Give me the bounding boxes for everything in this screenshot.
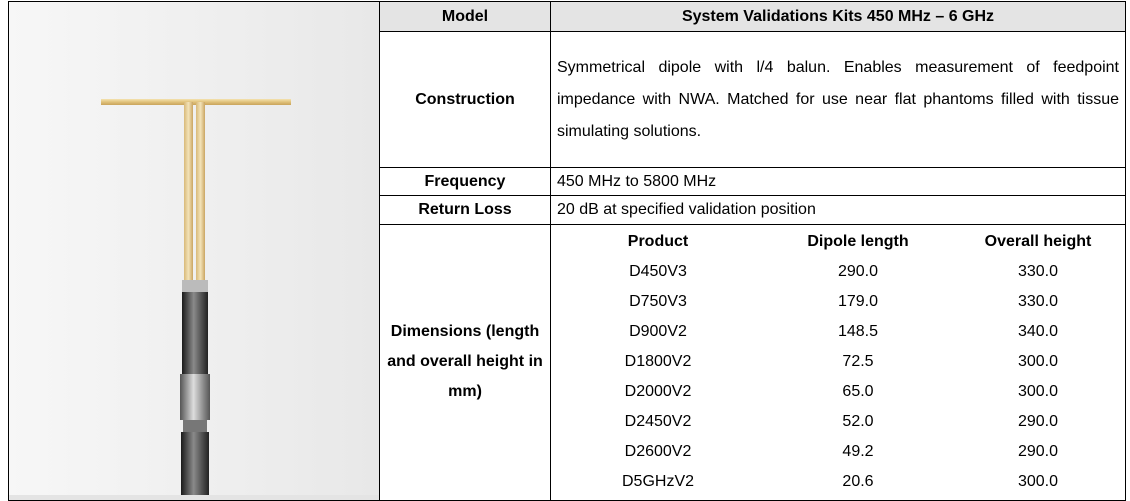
frequency-label: Frequency [380, 167, 551, 195]
model-label: Model [380, 2, 551, 32]
construction-value: Symmetrical dipole with l/4 balun. Enabl… [551, 32, 1126, 168]
return-loss-label: Return Loss [380, 196, 551, 224]
dimensions-cell: 65.0 [765, 377, 951, 407]
frequency-value: 450 MHz to 5800 MHz [551, 167, 1126, 195]
dipole-illustration [9, 2, 379, 495]
dimensions-cell: 300.0 [951, 347, 1125, 377]
dimensions-cell: 340.0 [951, 317, 1125, 347]
page: Model System Validations Kits 450 MHz – … [0, 0, 1130, 495]
model-value: System Validations Kits 450 MHz – 6 GHz [551, 2, 1126, 32]
spec-table: Model System Validations Kits 450 MHz – … [8, 1, 1126, 501]
dimensions-cell: D2600V2 [551, 437, 765, 467]
dimensions-cell: 49.2 [765, 437, 951, 467]
dimensions-label: Dimensions (length and overall height in… [380, 224, 551, 500]
column-header: Product [551, 227, 765, 257]
dimensions-cell: D2000V2 [551, 377, 765, 407]
column-header: Dipole length [765, 227, 951, 257]
dimensions-cell: 290.0 [765, 257, 951, 287]
dimensions-cell: 330.0 [951, 287, 1125, 317]
dimensions-cell: D1800V2 [551, 347, 765, 377]
dimensions-cell: 148.5 [765, 317, 951, 347]
dimensions-cell: D5GHzV2 [551, 467, 765, 497]
return-loss-value: 20 dB at specified validation position [551, 196, 1126, 224]
dimensions-cell: 290.0 [951, 407, 1125, 437]
dimensions-cell: D450V3 [551, 257, 765, 287]
dimensions-cell: 300.0 [951, 467, 1125, 497]
dimensions-cell: 290.0 [951, 437, 1125, 467]
dimensions-cell: 179.0 [765, 287, 951, 317]
dimensions-cell: 72.5 [765, 347, 951, 377]
dimensions-cell: 300.0 [951, 377, 1125, 407]
construction-label: Construction [380, 32, 551, 168]
product-photo [9, 2, 380, 501]
column-header: Overall height [951, 227, 1125, 257]
dimensions-cell: D900V2 [551, 317, 765, 347]
dimensions-cell: 330.0 [951, 257, 1125, 287]
dimensions-cell: D2450V2 [551, 407, 765, 437]
dimensions-cell: D750V3 [551, 287, 765, 317]
dimensions-cell: 20.6 [765, 467, 951, 497]
dimensions-cell: 52.0 [765, 407, 951, 437]
